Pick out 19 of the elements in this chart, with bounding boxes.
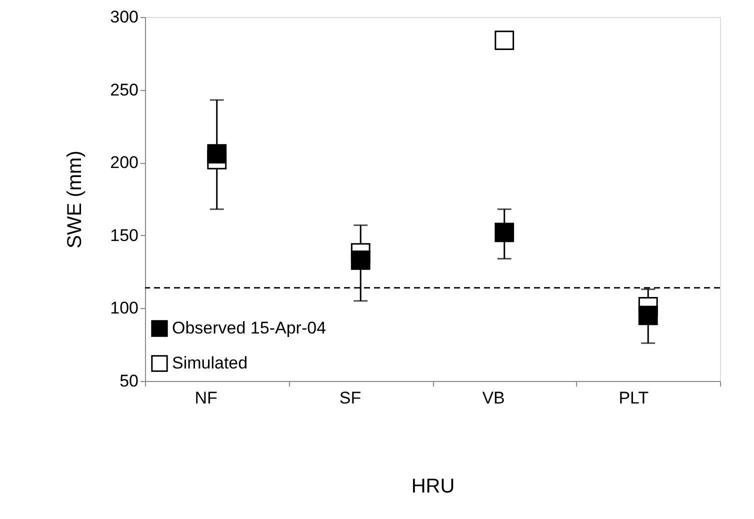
- y-tick-label: 300: [110, 8, 138, 26]
- x-tick-label: NF: [194, 388, 218, 408]
- y-tick-label: 50: [120, 372, 138, 390]
- x-tick-label: PLT: [618, 388, 649, 408]
- point: [638, 306, 658, 326]
- x-tick-label: SF: [339, 388, 362, 408]
- y-tick-label: 150: [110, 226, 138, 245]
- x-tick-label: VB: [482, 388, 505, 408]
- y-tick-label: 250: [110, 80, 138, 100]
- legend-label: Simulated: [172, 354, 248, 372]
- y-tick-label: 100: [110, 298, 138, 318]
- y-axis-title: SWE (mm): [64, 150, 86, 248]
- point: [207, 144, 227, 164]
- legend-label: Observed 15-Apr-04: [172, 318, 326, 338]
- point: [494, 30, 514, 50]
- x-axis-title: HRU: [411, 476, 455, 498]
- point: [350, 250, 370, 270]
- point: [494, 222, 514, 242]
- y-tick-label: 200: [110, 153, 138, 172]
